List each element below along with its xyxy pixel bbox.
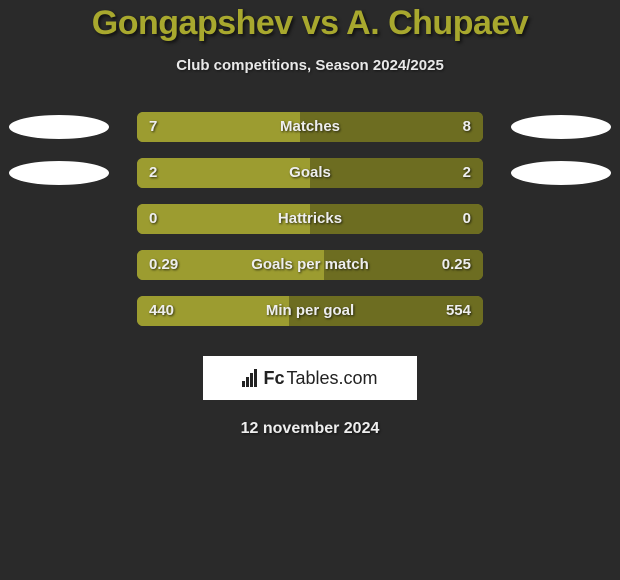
stat-row: 78Matches xyxy=(0,112,620,142)
stat-label: Hattricks xyxy=(0,204,620,234)
stat-row: 0.290.25Goals per match xyxy=(0,250,620,280)
date-label: 12 november 2024 xyxy=(0,420,620,438)
stats-list: 78Matches 22Goals 00Hattricks 0.290.25Goals… xyxy=(0,112,620,326)
comparison-widget: Gongapshev vs A. Chupaev Club competitio… xyxy=(0,0,620,438)
stat-label: Goals xyxy=(0,158,620,188)
page-title: Gongapshev vs A. Chupaev xyxy=(0,4,620,43)
subtitle: Club competitions, Season 2024/2025 xyxy=(0,57,620,74)
chart-icon xyxy=(242,369,257,387)
brand-suffix: Tables.com xyxy=(286,368,377,389)
stat-label: Matches xyxy=(0,112,620,142)
brand-logo[interactable]: FcTables.com xyxy=(203,356,417,400)
stat-row: 00Hattricks xyxy=(0,204,620,234)
stat-row: 440554Min per goal xyxy=(0,296,620,326)
stat-label: Min per goal xyxy=(0,296,620,326)
stat-row: 22Goals xyxy=(0,158,620,188)
stat-label: Goals per match xyxy=(0,250,620,280)
brand-prefix: Fc xyxy=(263,368,284,389)
